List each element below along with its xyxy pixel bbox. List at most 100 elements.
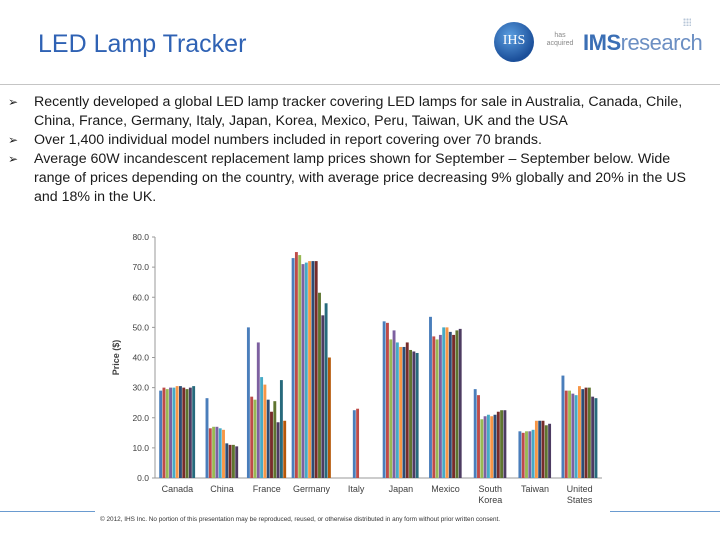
bar: [415, 352, 419, 478]
bar: [429, 316, 432, 478]
slide-title: LED Lamp Tracker: [38, 30, 247, 58]
y-tick-label: 70.0: [132, 262, 149, 272]
bar: [185, 389, 189, 478]
bar: [263, 384, 267, 478]
bar: [382, 321, 386, 478]
y-tick-label: 60.0: [132, 292, 149, 302]
has-acquired-text: has acquired: [546, 32, 574, 47]
bar: [518, 431, 522, 478]
bullet-item: ➢ Average 60W incandescent replacement la…: [8, 150, 708, 207]
x-tick-label: France: [253, 484, 281, 494]
bar: [541, 420, 545, 478]
footer-rule-right: [610, 511, 720, 512]
x-tick-label: Taiwan: [521, 484, 549, 494]
bar: [308, 261, 312, 478]
bar: [435, 339, 439, 478]
bullet-item: ➢ Recently developed a global LED lamp tr…: [8, 93, 708, 131]
ims-logo-bold: IMS: [583, 30, 621, 55]
dots-grid-icon: [683, 18, 691, 26]
bar: [386, 322, 389, 478]
copyright-footer: © 2012, IHS Inc. No portion of this pres…: [100, 516, 501, 523]
bar: [544, 425, 548, 478]
bar: [496, 411, 500, 478]
bar: [188, 387, 192, 478]
bar: [525, 431, 528, 478]
x-tick-label: Italy: [348, 484, 365, 494]
bar: [564, 390, 568, 478]
bar: [324, 303, 328, 478]
bar: [493, 414, 497, 478]
bar: [182, 387, 186, 478]
bar: [253, 399, 257, 478]
bar: [571, 393, 575, 478]
bar: [578, 386, 581, 478]
bar: [250, 396, 254, 478]
arrow-bullet-icon: ➢: [8, 152, 19, 166]
bar: [399, 346, 403, 478]
bar: [477, 395, 480, 478]
bar: [432, 336, 436, 478]
bar: [534, 420, 538, 478]
bar: [448, 331, 452, 478]
bar: [389, 339, 393, 478]
bar: [298, 255, 302, 478]
arrow-bullet-icon: ➢: [8, 133, 19, 147]
bar: [409, 349, 412, 478]
bar: [584, 387, 588, 478]
bar: [486, 414, 490, 478]
bar: [318, 292, 321, 478]
y-tick-label: 50.0: [132, 322, 149, 332]
x-tick-label: United States: [567, 484, 593, 505]
bar: [402, 346, 406, 478]
bar: [503, 410, 507, 478]
y-tick-label: 30.0: [132, 383, 149, 393]
bar: [568, 390, 571, 478]
bar: [483, 416, 487, 478]
bar: [256, 342, 260, 478]
bullet-text: Recently developed a global LED lamp tra…: [34, 94, 683, 129]
ihs-logo-icon: [494, 22, 534, 62]
bar: [208, 428, 212, 478]
bullet-item: ➢ Over 1,400 individual model numbers inc…: [8, 131, 708, 150]
bar: [228, 444, 232, 478]
bar: [205, 398, 209, 478]
bar: [169, 387, 172, 478]
bar: [235, 446, 239, 478]
bar: [165, 389, 169, 478]
bar: [301, 264, 305, 478]
x-tick-label: China: [210, 484, 234, 494]
bar: [218, 428, 222, 478]
x-tick-label: Japan: [389, 484, 414, 494]
bar: [321, 315, 325, 478]
bar: [273, 401, 277, 478]
bar: [215, 426, 219, 478]
bar: [356, 408, 360, 478]
research-logo-light: research: [620, 30, 703, 55]
bar: [581, 389, 585, 478]
bar: [392, 330, 396, 478]
ihs-imsresearch-logo: IHS has acquired IMSresearch: [494, 18, 703, 66]
arrow-bullet-icon: ➢: [8, 95, 19, 109]
y-tick-label: 0.0: [137, 473, 149, 483]
bar: [276, 422, 280, 478]
bar: [452, 334, 456, 478]
bar: [442, 327, 446, 478]
bar: [395, 342, 399, 478]
bar: [412, 351, 416, 478]
y-tick-label: 80.0: [132, 232, 149, 242]
bullet-text: Average 60W incandescent replacement lam…: [34, 151, 686, 205]
bar: [438, 334, 442, 478]
bar: [294, 252, 298, 478]
bar: [458, 328, 462, 478]
bar: [587, 387, 591, 478]
x-tick-label: Mexico: [431, 484, 460, 494]
y-tick-label: 10.0: [132, 443, 149, 453]
bar: [473, 389, 477, 478]
bar: [162, 387, 166, 478]
x-tick-label: South Korea: [478, 484, 502, 505]
price-bar-chart: 0.0 10.0 20.0 30.0 40.0 50.0 60.0 70.0 80.0 Price…: [111, 232, 602, 505]
bar: [327, 357, 331, 478]
title-divider: [0, 84, 720, 85]
bar: [266, 399, 270, 478]
bar: [445, 327, 449, 478]
